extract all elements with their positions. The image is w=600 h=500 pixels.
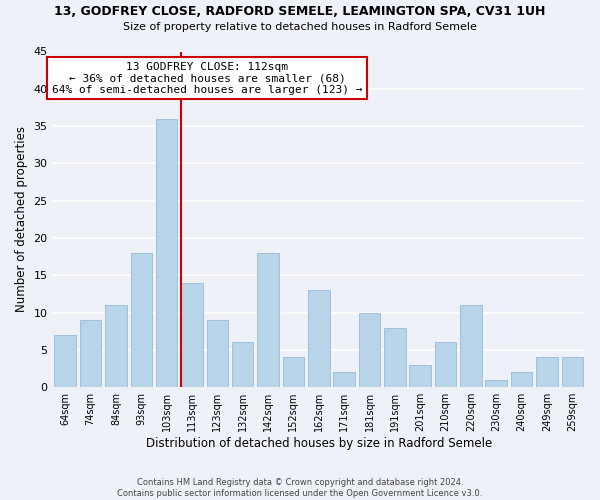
- Text: Contains HM Land Registry data © Crown copyright and database right 2024.
Contai: Contains HM Land Registry data © Crown c…: [118, 478, 482, 498]
- Bar: [485, 380, 507, 387]
- Text: Size of property relative to detached houses in Radford Semele: Size of property relative to detached ho…: [123, 22, 477, 32]
- Bar: [334, 372, 355, 387]
- Bar: [257, 253, 279, 387]
- Bar: [460, 305, 482, 387]
- Bar: [105, 305, 127, 387]
- Bar: [435, 342, 457, 387]
- Bar: [206, 320, 228, 387]
- X-axis label: Distribution of detached houses by size in Radford Semele: Distribution of detached houses by size …: [146, 437, 492, 450]
- Text: 13, GODFREY CLOSE, RADFORD SEMELE, LEAMINGTON SPA, CV31 1UH: 13, GODFREY CLOSE, RADFORD SEMELE, LEAMI…: [55, 5, 545, 18]
- Bar: [308, 290, 329, 387]
- Bar: [131, 253, 152, 387]
- Bar: [409, 365, 431, 387]
- Bar: [562, 358, 583, 387]
- Bar: [384, 328, 406, 387]
- Bar: [283, 358, 304, 387]
- Bar: [181, 283, 203, 387]
- Bar: [232, 342, 253, 387]
- Bar: [511, 372, 532, 387]
- Bar: [80, 320, 101, 387]
- Text: 13 GODFREY CLOSE: 112sqm
← 36% of detached houses are smaller (68)
64% of semi-d: 13 GODFREY CLOSE: 112sqm ← 36% of detach…: [52, 62, 362, 95]
- Bar: [156, 118, 178, 387]
- Bar: [55, 335, 76, 387]
- Bar: [359, 312, 380, 387]
- Y-axis label: Number of detached properties: Number of detached properties: [15, 126, 28, 312]
- Bar: [536, 358, 558, 387]
